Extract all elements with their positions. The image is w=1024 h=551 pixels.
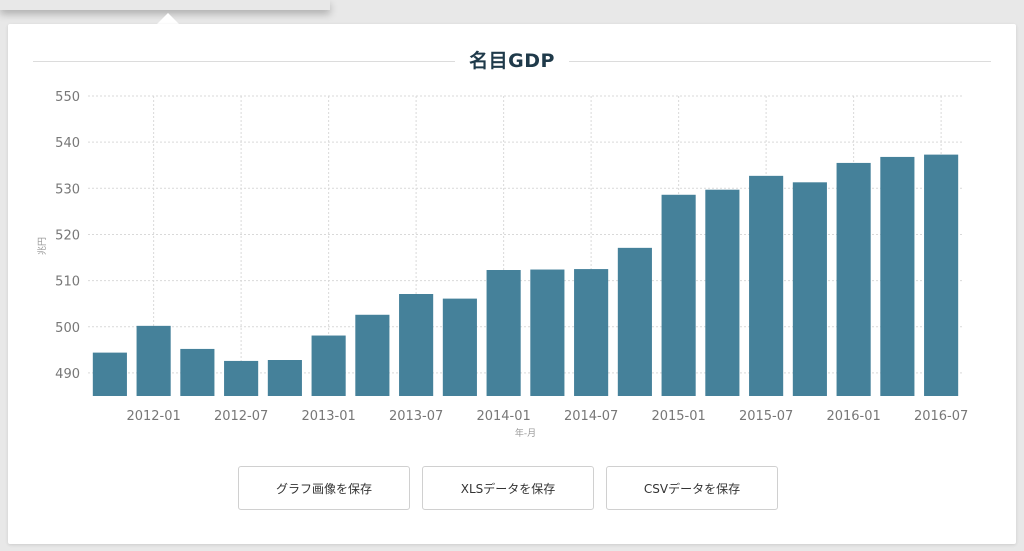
x-tick-label: 2013-07 <box>389 409 443 424</box>
save-csv-button[interactable]: CSVデータを保存 <box>606 466 778 510</box>
bar <box>530 269 565 396</box>
x-tick-label: 2012-07 <box>214 409 268 424</box>
save-image-button[interactable]: グラフ画像を保存 <box>238 466 410 510</box>
y-tick-label: 540 <box>55 136 80 151</box>
gdp-bar-chart: 490 500 510 520 530 540 550 2012-01 2012-07 2013-… <box>37 90 968 439</box>
bar <box>180 348 215 396</box>
top-toolbar-edge <box>0 0 330 10</box>
y-tick-label: 490 <box>55 367 80 382</box>
chart-title-wrap: 名目GDP <box>8 46 1016 73</box>
bar <box>355 314 390 396</box>
bar <box>574 269 609 396</box>
save-xls-button[interactable]: XLSデータを保存 <box>422 466 594 510</box>
x-tick-label: 2015-07 <box>739 409 793 424</box>
bar <box>836 162 871 396</box>
y-axis-label: 兆円 <box>37 237 48 255</box>
x-axis-label: 年-月 <box>515 427 536 439</box>
x-tick-label: 2015-01 <box>651 409 705 424</box>
popover-notch <box>157 13 179 24</box>
bar <box>705 189 740 396</box>
x-tick-label: 2014-01 <box>476 409 530 424</box>
bar <box>267 360 302 396</box>
bar <box>617 247 652 396</box>
x-tick-label: 2016-01 <box>826 409 880 424</box>
y-tick-label: 500 <box>55 321 80 336</box>
y-tick-label: 530 <box>55 182 80 197</box>
bar <box>92 352 127 396</box>
bar <box>224 360 259 396</box>
bar <box>399 294 434 396</box>
chart-title: 名目GDP <box>455 50 569 72</box>
x-tick-label: 2014-07 <box>564 409 618 424</box>
bar <box>136 325 171 396</box>
export-button-row: グラフ画像を保存 XLSデータを保存 CSVデータを保存 <box>238 466 778 510</box>
bar <box>661 194 696 396</box>
x-tick-label: 2013-01 <box>301 409 355 424</box>
x-tick-label: 2012-01 <box>126 409 180 424</box>
bar <box>880 156 915 396</box>
y-tick-label: 510 <box>55 275 80 290</box>
y-tick-label: 550 <box>55 90 80 105</box>
bar <box>442 298 477 396</box>
bar <box>311 335 346 396</box>
chart-card: 名目GDP 490 500 510 520 530 540 550 2012-01 2012-0… <box>8 24 1016 544</box>
bar <box>924 154 959 396</box>
y-tick-label: 520 <box>55 228 80 243</box>
bar <box>792 182 827 396</box>
bar <box>486 270 521 396</box>
x-tick-label: 2016-07 <box>914 409 968 424</box>
bar <box>749 175 784 396</box>
